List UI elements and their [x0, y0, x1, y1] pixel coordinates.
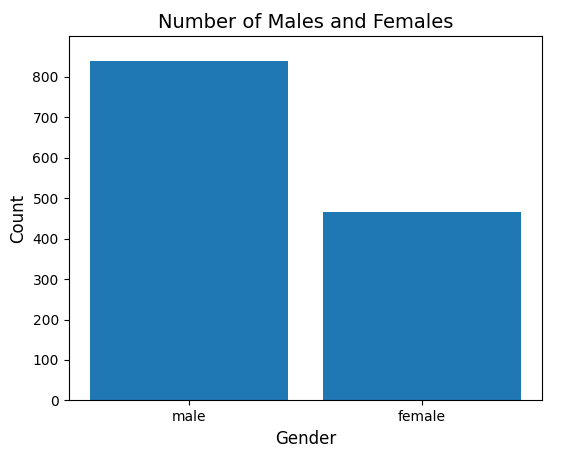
- Title: Number of Males and Females: Number of Males and Females: [158, 13, 453, 32]
- Bar: [323, 212, 521, 400]
- Bar: [90, 61, 288, 400]
- X-axis label: Gender: Gender: [275, 430, 336, 448]
- Y-axis label: Count: Count: [9, 194, 27, 243]
